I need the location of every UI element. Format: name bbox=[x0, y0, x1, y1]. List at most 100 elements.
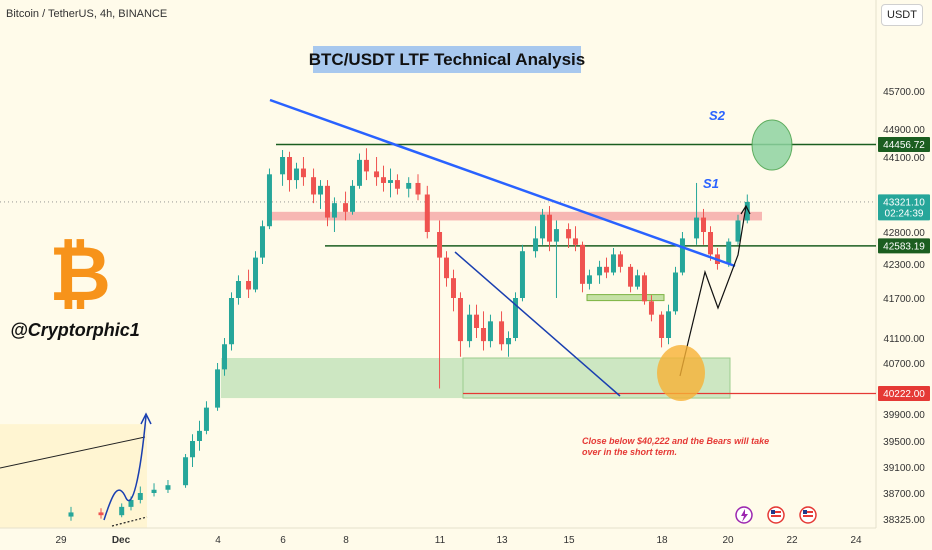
candle-body bbox=[641, 275, 647, 302]
candle-body bbox=[253, 257, 259, 290]
candle-body bbox=[228, 298, 234, 345]
candle-body bbox=[266, 174, 272, 227]
candle-body bbox=[68, 512, 74, 517]
last-price-label-background bbox=[878, 194, 930, 221]
candle-body bbox=[499, 321, 505, 345]
candle-body bbox=[610, 254, 616, 273]
candle-body bbox=[679, 238, 685, 273]
annotations-layer bbox=[0, 98, 793, 527]
price-tick-label: 45700.00 bbox=[883, 87, 925, 98]
bearish-note-line-1: Close below $40,222 and the Bears will t… bbox=[582, 436, 769, 446]
time-tick-label: 24 bbox=[850, 535, 862, 546]
candle-body bbox=[293, 168, 299, 181]
time-tick-label: 29 bbox=[55, 535, 67, 546]
descending-trendline bbox=[269, 98, 736, 268]
candle-body bbox=[457, 298, 463, 342]
time-tick-label: 4 bbox=[215, 535, 221, 546]
candle-body bbox=[280, 157, 286, 175]
price-axis-background bbox=[876, 0, 932, 550]
projection-curve-arrow bbox=[140, 412, 152, 425]
candle-body bbox=[694, 217, 700, 239]
candle-body bbox=[744, 201, 750, 221]
candle-body bbox=[415, 182, 421, 195]
candle-body bbox=[215, 369, 221, 408]
candle-body bbox=[363, 159, 369, 172]
time-tick-label: 11 bbox=[435, 535, 446, 546]
candle-body bbox=[137, 493, 143, 500]
candle-body bbox=[444, 257, 450, 279]
time-tick-label: 15 bbox=[563, 535, 575, 546]
candle-body bbox=[450, 278, 456, 298]
s2-label: S2 bbox=[709, 108, 726, 123]
demand-highlight bbox=[657, 345, 705, 401]
candle-body bbox=[726, 241, 732, 264]
time-axis[interactable]: 29 Dec 4 6 8 11 13 15 18 20 22 24 bbox=[55, 535, 862, 546]
candle-body bbox=[617, 254, 623, 267]
candle-body bbox=[480, 328, 486, 342]
candle-body bbox=[381, 177, 387, 183]
candle-body bbox=[350, 185, 356, 212]
candle-body bbox=[98, 512, 104, 516]
us-flag-icon[interactable] bbox=[767, 506, 785, 524]
candles-layer bbox=[68, 148, 750, 521]
author-watermark: @Cryptorphic1 bbox=[10, 320, 140, 340]
candle-body bbox=[506, 338, 512, 345]
candle-body bbox=[628, 266, 634, 287]
candle-body bbox=[474, 314, 480, 328]
candle-body bbox=[659, 314, 665, 338]
time-tick-label: 20 bbox=[722, 535, 734, 546]
price-tick-label: 39100.00 bbox=[883, 463, 925, 474]
us-flag-icon[interactable] bbox=[799, 506, 817, 524]
candle-body bbox=[666, 311, 672, 338]
candle-body bbox=[331, 203, 337, 218]
candle-body bbox=[635, 275, 641, 287]
symbol-line: Bitcoin / TetherUS, 4h, BINANCE bbox=[6, 8, 167, 20]
candle-body bbox=[394, 180, 400, 189]
candle-body bbox=[259, 226, 265, 258]
candle-body bbox=[203, 407, 209, 431]
candle-body bbox=[183, 457, 189, 486]
target-circle bbox=[751, 119, 793, 171]
chart-title: BTC/USDT LTF Technical Analysis bbox=[309, 50, 585, 69]
candle-body bbox=[387, 180, 393, 183]
time-tick-label: 6 bbox=[280, 535, 286, 546]
candle-body bbox=[222, 344, 228, 370]
candle-body bbox=[424, 194, 430, 232]
projection-path bbox=[679, 205, 747, 377]
local-trendline bbox=[454, 251, 621, 397]
price-tick-label: 42800.00 bbox=[883, 228, 925, 239]
price-tick-label: 41700.00 bbox=[883, 294, 925, 305]
lightning-icon[interactable] bbox=[735, 506, 753, 524]
candle-body bbox=[324, 185, 330, 218]
currency-button[interactable]: USDT bbox=[881, 4, 923, 26]
candle-body bbox=[573, 238, 579, 245]
price-tick-label: 44900.00 bbox=[883, 125, 925, 136]
candle-body bbox=[672, 272, 678, 312]
price-tick-label: 39900.00 bbox=[883, 410, 925, 421]
time-tick-label: Dec bbox=[112, 535, 131, 546]
candle-body bbox=[519, 251, 525, 298]
candle-body bbox=[597, 266, 603, 276]
price-axis[interactable]: 45700.00 44900.00 44100.00 42800.00 42300.00… bbox=[878, 87, 930, 526]
candle-body bbox=[287, 157, 293, 181]
candle-body bbox=[648, 301, 654, 315]
price-tick-label: 44100.00 bbox=[883, 153, 925, 164]
candle-body bbox=[586, 275, 592, 284]
level-price-label: 42583.19 bbox=[883, 241, 925, 252]
price-tick-label: 40700.00 bbox=[883, 359, 925, 370]
demand-zone bbox=[221, 358, 730, 399]
support-break-price-label: 40222.00 bbox=[883, 389, 925, 400]
candle-body bbox=[566, 229, 572, 239]
candle-body bbox=[246, 281, 252, 290]
price-tick-label: 39500.00 bbox=[883, 437, 925, 448]
time-tick-label: 18 bbox=[656, 535, 668, 546]
candle-body bbox=[318, 185, 324, 195]
bearish-note-line-2: over in the short term. bbox=[582, 447, 677, 457]
candle-body bbox=[579, 244, 585, 284]
candle-body bbox=[553, 229, 559, 242]
projection-curve bbox=[103, 415, 147, 521]
candle-body bbox=[165, 485, 171, 490]
candle-body bbox=[343, 203, 349, 212]
candle-body bbox=[467, 314, 473, 342]
